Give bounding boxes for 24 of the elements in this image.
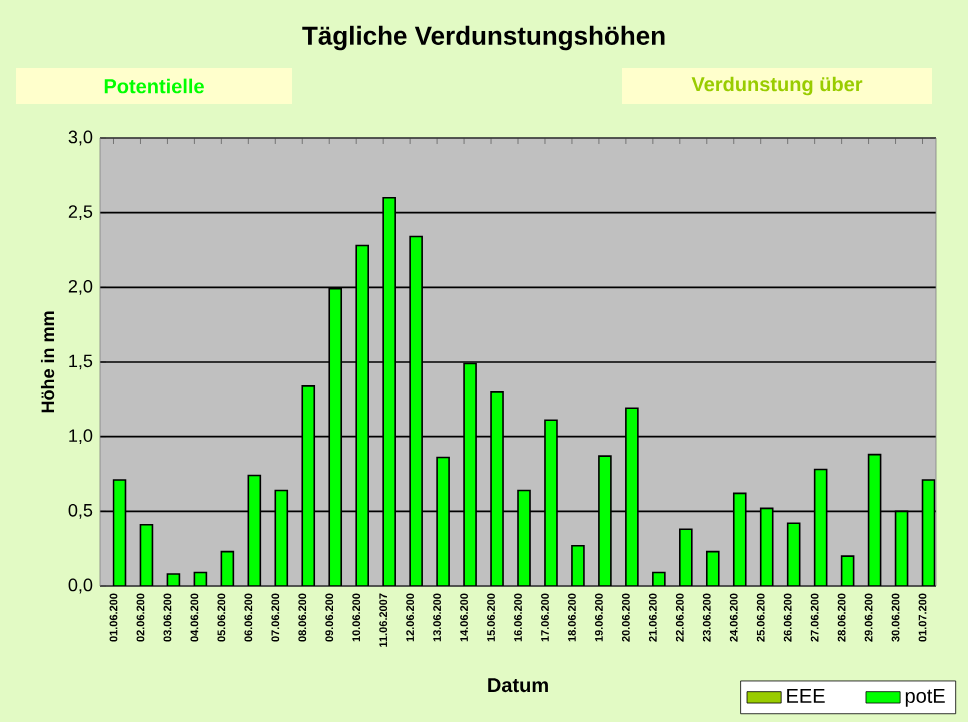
bar <box>705 550 720 586</box>
y-tick-label: 1,0 <box>69 429 93 445</box>
legend-label: EEE <box>787 688 825 703</box>
y-tick-label: 2,0 <box>68 279 93 295</box>
y-tick-label: 3,0 <box>68 130 93 146</box>
bar <box>166 573 181 586</box>
bar <box>571 544 585 586</box>
bar <box>220 550 235 586</box>
y-tick-label: 1,5 <box>69 354 93 370</box>
legend-label: potE <box>905 688 945 707</box>
x-axis-title: Datum <box>488 678 548 693</box>
y-tick-label: 2,5 <box>68 205 93 221</box>
bar <box>193 571 208 586</box>
text: Verdunstung über <box>691 76 863 96</box>
bar <box>139 523 154 586</box>
bar <box>679 528 693 586</box>
y-axis-title: Höhe in mm <box>40 311 55 413</box>
bar <box>840 555 855 586</box>
y-tick-label: 0,5 <box>68 503 93 519</box>
chart-title: Tägliche Verdunstungshöhen <box>302 25 665 51</box>
bar <box>786 522 801 586</box>
bar <box>652 571 666 586</box>
y-tick-label: 0,0 <box>68 578 93 594</box>
text: Potentielle <box>104 78 204 94</box>
